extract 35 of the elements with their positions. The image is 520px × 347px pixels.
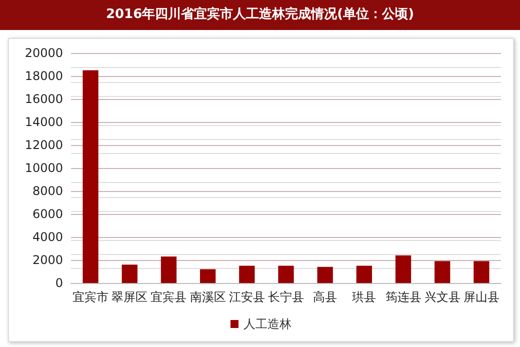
x-tick-label: 兴文县 xyxy=(424,290,460,304)
x-tick-label: 翠屏区 xyxy=(112,290,148,304)
y-tick-label: 18000 xyxy=(24,69,63,83)
x-tick-label: 江安县 xyxy=(228,290,265,304)
bar xyxy=(200,269,216,283)
legend-label: 人工造林 xyxy=(244,317,292,331)
bar xyxy=(122,264,138,283)
bar xyxy=(82,70,98,283)
x-tick-label: 长宁县 xyxy=(268,290,304,304)
x-tick-label: 宜宾县 xyxy=(150,290,187,304)
bar xyxy=(160,256,177,283)
y-tick-label: 6000 xyxy=(32,207,63,221)
y-tick-label: 0 xyxy=(55,276,63,290)
y-tick-label: 4000 xyxy=(32,230,63,244)
x-tick-label: 筠连县 xyxy=(385,290,422,304)
y-tick-label: 10000 xyxy=(24,161,63,175)
x-tick-label: 南溪区 xyxy=(190,290,226,304)
bar xyxy=(474,261,490,283)
y-tick-label: 8000 xyxy=(32,184,63,198)
bar xyxy=(356,266,372,283)
bar xyxy=(239,266,255,283)
bar xyxy=(434,261,450,283)
bar xyxy=(317,266,333,283)
x-tick-label: 屏山县 xyxy=(463,290,500,304)
chart-title: 2016年四川省宜宾市人工造林完成情况(单位：公顷) xyxy=(0,0,520,30)
y-tick-label: 16000 xyxy=(24,92,63,106)
y-tick-label: 14000 xyxy=(24,115,63,129)
y-tick-label: 20000 xyxy=(24,46,63,60)
bar xyxy=(395,255,412,283)
x-tick-label: 珙县 xyxy=(352,290,376,304)
y-tick-label: 2000 xyxy=(32,253,63,267)
x-tick-label: 宜宾市 xyxy=(72,290,109,304)
bar xyxy=(278,266,294,283)
y-tick-label: 12000 xyxy=(24,138,63,152)
x-tick-label: 高县 xyxy=(313,290,338,304)
